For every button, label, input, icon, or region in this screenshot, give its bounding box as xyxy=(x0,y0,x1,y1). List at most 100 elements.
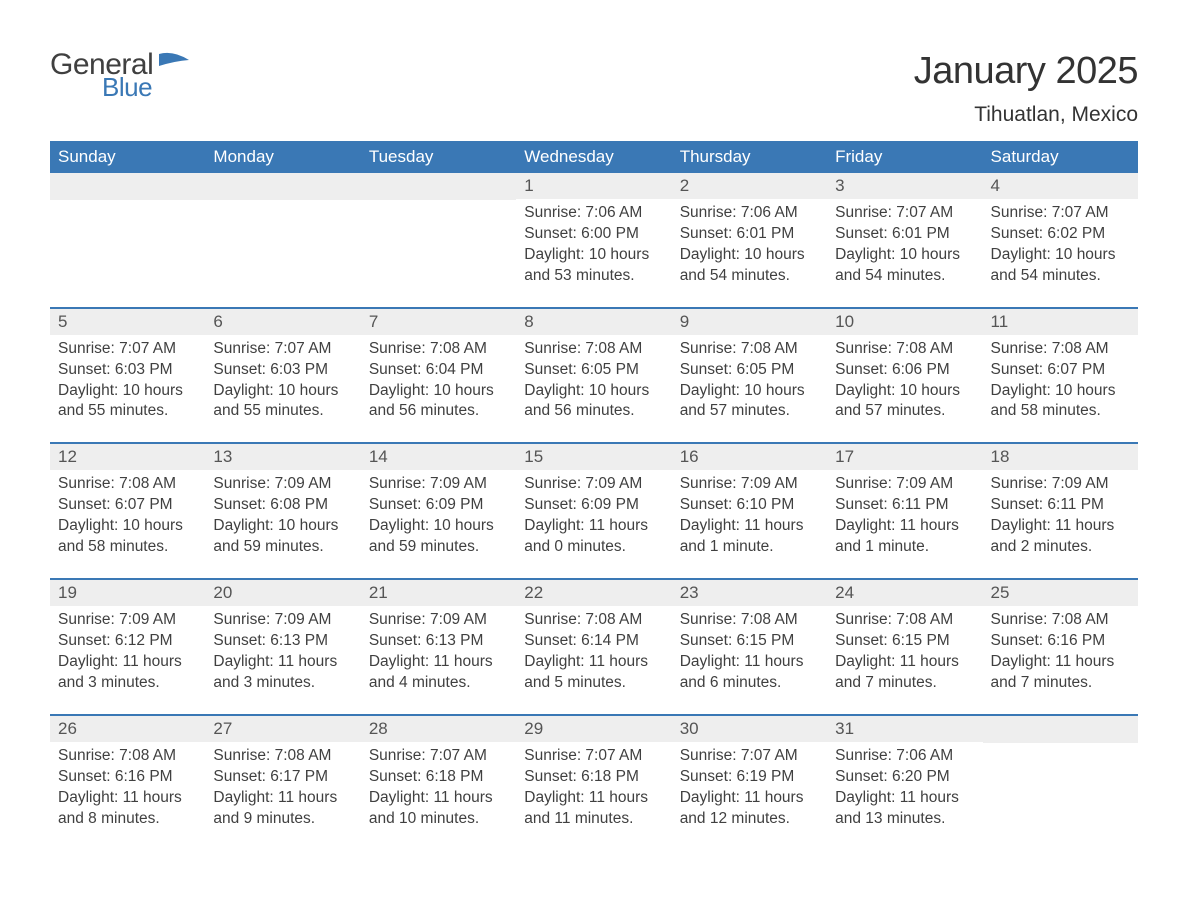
day-header-saturday: Saturday xyxy=(983,141,1138,173)
day-number: 7 xyxy=(361,309,516,335)
day-details: Sunrise: 7:09 AMSunset: 6:09 PMDaylight:… xyxy=(516,470,671,558)
logo-text-blue: Blue xyxy=(102,76,189,99)
day-details: Sunrise: 7:07 AMSunset: 6:19 PMDaylight:… xyxy=(672,742,827,830)
day-details: Sunrise: 7:06 AMSunset: 6:00 PMDaylight:… xyxy=(516,199,671,287)
calendar-cell: 13Sunrise: 7:09 AMSunset: 6:08 PMDayligh… xyxy=(205,444,360,572)
day-details: Sunrise: 7:08 AMSunset: 6:17 PMDaylight:… xyxy=(205,742,360,830)
day-details: Sunrise: 7:06 AMSunset: 6:20 PMDaylight:… xyxy=(827,742,982,830)
day-details: Sunrise: 7:07 AMSunset: 6:03 PMDaylight:… xyxy=(205,335,360,423)
day-details: Sunrise: 7:07 AMSunset: 6:18 PMDaylight:… xyxy=(516,742,671,830)
day-details: Sunrise: 7:08 AMSunset: 6:14 PMDaylight:… xyxy=(516,606,671,694)
calendar-cell: 7Sunrise: 7:08 AMSunset: 6:04 PMDaylight… xyxy=(361,309,516,437)
day-details: Sunrise: 7:09 AMSunset: 6:13 PMDaylight:… xyxy=(361,606,516,694)
logo: General Blue xyxy=(50,50,189,99)
week-row: 12Sunrise: 7:08 AMSunset: 6:07 PMDayligh… xyxy=(50,442,1138,572)
day-number: 17 xyxy=(827,444,982,470)
calendar: SundayMondayTuesdayWednesdayThursdayFrid… xyxy=(50,141,1138,843)
day-number: 29 xyxy=(516,716,671,742)
calendar-cell xyxy=(205,173,360,301)
day-details: Sunrise: 7:09 AMSunset: 6:11 PMDaylight:… xyxy=(983,470,1138,558)
day-details: Sunrise: 7:08 AMSunset: 6:15 PMDaylight:… xyxy=(672,606,827,694)
week-row: 5Sunrise: 7:07 AMSunset: 6:03 PMDaylight… xyxy=(50,307,1138,437)
day-number xyxy=(361,173,516,200)
calendar-cell xyxy=(361,173,516,301)
calendar-cell: 16Sunrise: 7:09 AMSunset: 6:10 PMDayligh… xyxy=(672,444,827,572)
day-details: Sunrise: 7:09 AMSunset: 6:12 PMDaylight:… xyxy=(50,606,205,694)
day-number: 15 xyxy=(516,444,671,470)
day-number: 12 xyxy=(50,444,205,470)
day-details: Sunrise: 7:09 AMSunset: 6:08 PMDaylight:… xyxy=(205,470,360,558)
day-number: 27 xyxy=(205,716,360,742)
day-details: Sunrise: 7:08 AMSunset: 6:06 PMDaylight:… xyxy=(827,335,982,423)
day-number: 23 xyxy=(672,580,827,606)
day-number: 26 xyxy=(50,716,205,742)
day-number: 13 xyxy=(205,444,360,470)
calendar-cell: 28Sunrise: 7:07 AMSunset: 6:18 PMDayligh… xyxy=(361,716,516,844)
calendar-cell: 11Sunrise: 7:08 AMSunset: 6:07 PMDayligh… xyxy=(983,309,1138,437)
day-number: 10 xyxy=(827,309,982,335)
day-details: Sunrise: 7:08 AMSunset: 6:16 PMDaylight:… xyxy=(983,606,1138,694)
day-number xyxy=(205,173,360,200)
calendar-cell: 15Sunrise: 7:09 AMSunset: 6:09 PMDayligh… xyxy=(516,444,671,572)
calendar-cell: 21Sunrise: 7:09 AMSunset: 6:13 PMDayligh… xyxy=(361,580,516,708)
calendar-cell: 30Sunrise: 7:07 AMSunset: 6:19 PMDayligh… xyxy=(672,716,827,844)
day-number: 1 xyxy=(516,173,671,199)
calendar-cell: 22Sunrise: 7:08 AMSunset: 6:14 PMDayligh… xyxy=(516,580,671,708)
calendar-cell: 8Sunrise: 7:08 AMSunset: 6:05 PMDaylight… xyxy=(516,309,671,437)
day-number: 9 xyxy=(672,309,827,335)
calendar-cell: 20Sunrise: 7:09 AMSunset: 6:13 PMDayligh… xyxy=(205,580,360,708)
day-number: 24 xyxy=(827,580,982,606)
day-number: 22 xyxy=(516,580,671,606)
day-number: 8 xyxy=(516,309,671,335)
day-number: 19 xyxy=(50,580,205,606)
calendar-cell: 29Sunrise: 7:07 AMSunset: 6:18 PMDayligh… xyxy=(516,716,671,844)
calendar-cell: 26Sunrise: 7:08 AMSunset: 6:16 PMDayligh… xyxy=(50,716,205,844)
title-block: January 2025 Tihuatlan, Mexico xyxy=(914,50,1138,135)
day-details: Sunrise: 7:09 AMSunset: 6:10 PMDaylight:… xyxy=(672,470,827,558)
day-details: Sunrise: 7:08 AMSunset: 6:07 PMDaylight:… xyxy=(983,335,1138,423)
calendar-cell: 27Sunrise: 7:08 AMSunset: 6:17 PMDayligh… xyxy=(205,716,360,844)
day-details: Sunrise: 7:09 AMSunset: 6:09 PMDaylight:… xyxy=(361,470,516,558)
calendar-cell: 6Sunrise: 7:07 AMSunset: 6:03 PMDaylight… xyxy=(205,309,360,437)
day-details: Sunrise: 7:08 AMSunset: 6:15 PMDaylight:… xyxy=(827,606,982,694)
calendar-cell: 17Sunrise: 7:09 AMSunset: 6:11 PMDayligh… xyxy=(827,444,982,572)
day-details: Sunrise: 7:07 AMSunset: 6:01 PMDaylight:… xyxy=(827,199,982,287)
day-number: 18 xyxy=(983,444,1138,470)
calendar-cell xyxy=(50,173,205,301)
day-header-sunday: Sunday xyxy=(50,141,205,173)
day-number: 30 xyxy=(672,716,827,742)
day-details: Sunrise: 7:08 AMSunset: 6:05 PMDaylight:… xyxy=(516,335,671,423)
day-details: Sunrise: 7:07 AMSunset: 6:03 PMDaylight:… xyxy=(50,335,205,423)
calendar-cell: 3Sunrise: 7:07 AMSunset: 6:01 PMDaylight… xyxy=(827,173,982,301)
day-number: 20 xyxy=(205,580,360,606)
calendar-cell: 24Sunrise: 7:08 AMSunset: 6:15 PMDayligh… xyxy=(827,580,982,708)
calendar-cell: 19Sunrise: 7:09 AMSunset: 6:12 PMDayligh… xyxy=(50,580,205,708)
day-number: 5 xyxy=(50,309,205,335)
day-number: 25 xyxy=(983,580,1138,606)
calendar-cell: 25Sunrise: 7:08 AMSunset: 6:16 PMDayligh… xyxy=(983,580,1138,708)
day-number: 16 xyxy=(672,444,827,470)
header: General Blue January 2025 Tihuatlan, Mex… xyxy=(50,50,1138,135)
day-header-tuesday: Tuesday xyxy=(361,141,516,173)
day-number: 2 xyxy=(672,173,827,199)
calendar-cell: 31Sunrise: 7:06 AMSunset: 6:20 PMDayligh… xyxy=(827,716,982,844)
day-details: Sunrise: 7:08 AMSunset: 6:05 PMDaylight:… xyxy=(672,335,827,423)
day-number xyxy=(50,173,205,200)
day-header-monday: Monday xyxy=(205,141,360,173)
day-number: 11 xyxy=(983,309,1138,335)
day-number: 31 xyxy=(827,716,982,742)
day-number: 3 xyxy=(827,173,982,199)
day-header-row: SundayMondayTuesdayWednesdayThursdayFrid… xyxy=(50,141,1138,173)
day-header-friday: Friday xyxy=(827,141,982,173)
week-row: 19Sunrise: 7:09 AMSunset: 6:12 PMDayligh… xyxy=(50,578,1138,708)
calendar-cell: 12Sunrise: 7:08 AMSunset: 6:07 PMDayligh… xyxy=(50,444,205,572)
week-row: 1Sunrise: 7:06 AMSunset: 6:00 PMDaylight… xyxy=(50,173,1138,301)
calendar-cell: 5Sunrise: 7:07 AMSunset: 6:03 PMDaylight… xyxy=(50,309,205,437)
day-details: Sunrise: 7:08 AMSunset: 6:16 PMDaylight:… xyxy=(50,742,205,830)
day-number: 14 xyxy=(361,444,516,470)
day-number: 4 xyxy=(983,173,1138,199)
day-details: Sunrise: 7:09 AMSunset: 6:13 PMDaylight:… xyxy=(205,606,360,694)
calendar-cell: 9Sunrise: 7:08 AMSunset: 6:05 PMDaylight… xyxy=(672,309,827,437)
day-details: Sunrise: 7:07 AMSunset: 6:02 PMDaylight:… xyxy=(983,199,1138,287)
day-number xyxy=(983,716,1138,743)
